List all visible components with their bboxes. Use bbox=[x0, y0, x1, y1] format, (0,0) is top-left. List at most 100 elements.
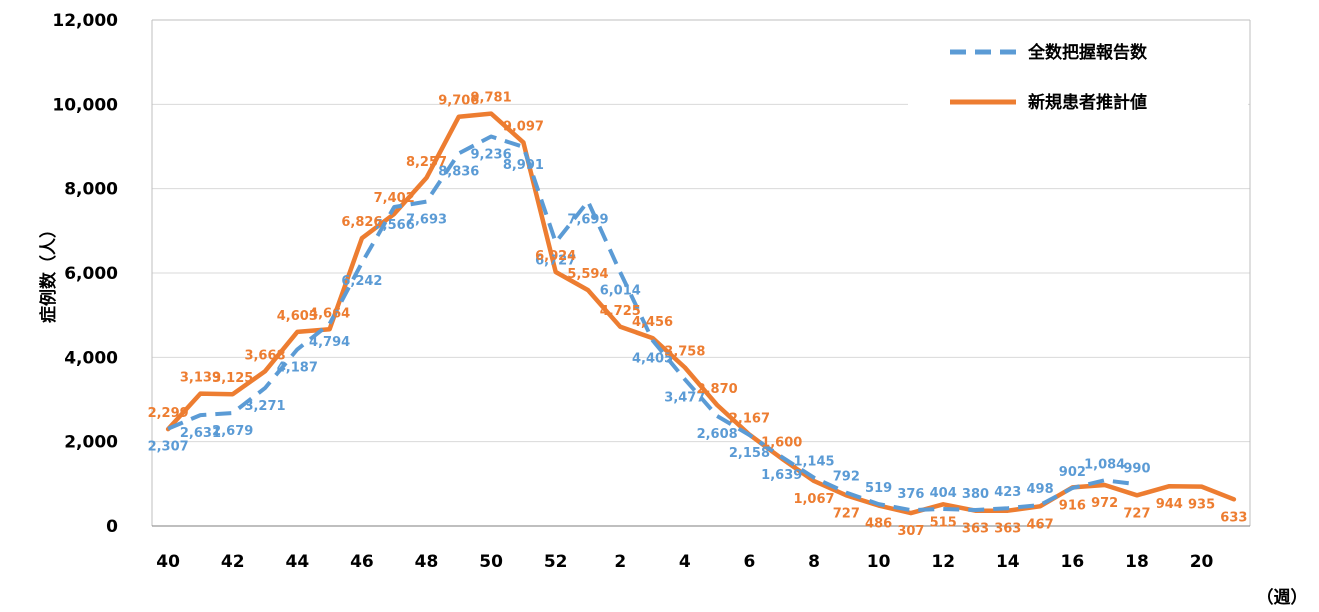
x-tick-label: 10 bbox=[867, 552, 891, 572]
x-tick-label: 52 bbox=[544, 552, 568, 572]
x-tick-label: 18 bbox=[1125, 552, 1149, 572]
data-label-estimated: 3,668 bbox=[244, 348, 285, 363]
data-label-estimated: 633 bbox=[1220, 510, 1247, 525]
data-label-reported: 9,236 bbox=[471, 148, 512, 163]
data-label-estimated: 4,664 bbox=[309, 306, 350, 321]
data-label-reported: 2,608 bbox=[697, 427, 738, 442]
y-tick-label: 2,000 bbox=[64, 433, 118, 453]
data-label-estimated: 2,167 bbox=[729, 412, 770, 427]
data-label-estimated: 307 bbox=[897, 524, 924, 539]
x-tick-label: 20 bbox=[1190, 552, 1214, 572]
data-label-estimated: 4,603 bbox=[277, 309, 318, 324]
data-label-reported: 8,991 bbox=[503, 158, 544, 173]
y-tick-label: 0 bbox=[106, 517, 118, 537]
data-label-estimated: 363 bbox=[962, 522, 989, 537]
data-label-reported: 423 bbox=[994, 485, 1021, 500]
data-label-estimated: 5,594 bbox=[567, 267, 608, 282]
data-label-estimated: 515 bbox=[930, 515, 957, 530]
data-label-estimated: 467 bbox=[1027, 517, 1054, 532]
data-label-reported: 2,679 bbox=[212, 424, 253, 439]
data-label-estimated: 944 bbox=[1156, 497, 1183, 512]
series-line-reported bbox=[167, 134, 1138, 513]
data-label-estimated: 2,299 bbox=[148, 406, 189, 421]
data-label-reported: 990 bbox=[1123, 461, 1150, 476]
x-tick-label: 42 bbox=[221, 552, 245, 572]
data-label-reported: 380 bbox=[962, 487, 989, 502]
data-label-estimated: 1,067 bbox=[793, 492, 834, 507]
x-tick-label: 8 bbox=[808, 552, 820, 572]
x-axis-ticks: 40 42 44 46 48 50 52 2 4 6 8 10 12 14 16 18 20 bbox=[156, 552, 1213, 572]
x-tick-label: 50 bbox=[479, 552, 503, 572]
data-label-estimated: 972 bbox=[1091, 496, 1118, 511]
data-label-estimated: 727 bbox=[1123, 506, 1150, 521]
y-axis-title: 症例数（人） bbox=[38, 221, 59, 323]
data-label-estimated: 363 bbox=[994, 522, 1021, 537]
data-label-estimated: 1,600 bbox=[761, 436, 802, 451]
data-label-estimated: 9,781 bbox=[471, 91, 512, 106]
x-tick-label: 2 bbox=[614, 552, 626, 572]
data-label-estimated: 3,758 bbox=[664, 345, 705, 360]
data-label-reported: 519 bbox=[865, 481, 892, 496]
data-label-reported: 4,405 bbox=[632, 351, 673, 366]
data-label-estimated: 7,402 bbox=[374, 191, 415, 206]
data-label-reported: 6,242 bbox=[341, 274, 382, 289]
legend-label-reported: 全数把握報告数 bbox=[1027, 42, 1148, 63]
x-tick-label: 46 bbox=[350, 552, 374, 572]
data-label-estimated: 9,097 bbox=[503, 119, 544, 134]
data-label-estimated: 6,024 bbox=[535, 249, 576, 264]
data-label-reported: 7,566 bbox=[374, 218, 415, 233]
y-tick-label: 8,000 bbox=[64, 180, 118, 200]
data-label-reported: 4,794 bbox=[309, 335, 350, 350]
x-tick-label: 44 bbox=[285, 552, 309, 572]
data-label-reported: 2,631 bbox=[180, 426, 221, 441]
data-label-reported: 3,477 bbox=[664, 390, 705, 405]
data-label-estimated: 9,706 bbox=[438, 94, 479, 109]
data-label-estimated: 3,125 bbox=[212, 371, 253, 386]
data-label-reported: 2,158 bbox=[729, 446, 770, 461]
x-tick-label: 14 bbox=[996, 552, 1020, 572]
x-tick-label: 12 bbox=[931, 552, 955, 572]
x-tick-label: 4 bbox=[679, 552, 691, 572]
data-label-reported: 1,639 bbox=[761, 468, 802, 483]
data-label-reported: 6,014 bbox=[600, 283, 641, 298]
data-label-reported: 404 bbox=[930, 486, 957, 501]
data-label-reported: 3,271 bbox=[244, 399, 285, 414]
data-label-estimated: 935 bbox=[1188, 498, 1215, 513]
y-tick-label: 12,000 bbox=[52, 11, 118, 31]
data-label-reported: 7,699 bbox=[567, 212, 608, 227]
data-label-estimated: 3,139 bbox=[180, 371, 221, 386]
y-tick-label: 10,000 bbox=[52, 95, 118, 115]
data-label-reported: 2,307 bbox=[148, 440, 189, 455]
y-axis-ticks: 0 2,000 4,000 6,000 8,000 10,000 12,000 bbox=[52, 11, 118, 537]
data-label-reported: 902 bbox=[1059, 465, 1086, 480]
x-tick-label: 16 bbox=[1061, 552, 1085, 572]
x-tick-label: 6 bbox=[744, 552, 756, 572]
data-label-reported: 8,836 bbox=[438, 164, 479, 179]
legend-label-estimated: 新規患者推計値 bbox=[1028, 92, 1147, 113]
data-label-estimated: 8,257 bbox=[406, 155, 447, 170]
data-label-reported: 7,693 bbox=[406, 213, 447, 228]
y-tick-label: 6,000 bbox=[64, 264, 118, 284]
legend: 全数把握報告数 新規患者推計値 bbox=[908, 30, 1248, 130]
data-label-reported: 4,187 bbox=[277, 360, 318, 375]
data-label-reported: 1,084 bbox=[1084, 457, 1125, 472]
data-label-reported: 376 bbox=[897, 487, 924, 502]
axes bbox=[151, 19, 1251, 527]
data-label-estimated: 6,826 bbox=[341, 215, 382, 230]
x-tick-label: 40 bbox=[156, 552, 180, 572]
y-tick-label: 4,000 bbox=[64, 348, 118, 368]
series-lines bbox=[165, 111, 1237, 516]
data-label-estimated: 916 bbox=[1059, 498, 1086, 513]
data-label-estimated: 4,456 bbox=[632, 315, 673, 330]
data-label-estimated: 486 bbox=[865, 517, 892, 532]
data-label-reported: 1,145 bbox=[793, 455, 834, 470]
x-tick-label: 48 bbox=[415, 552, 439, 572]
data-label-reported: 6,727 bbox=[535, 253, 576, 268]
x-axis-title: （週） bbox=[1257, 587, 1308, 608]
data-label-reported: 498 bbox=[1027, 482, 1054, 497]
data-label-reported: 792 bbox=[833, 470, 860, 485]
data-label-estimated: 727 bbox=[833, 506, 860, 521]
legend-background bbox=[908, 30, 1248, 130]
